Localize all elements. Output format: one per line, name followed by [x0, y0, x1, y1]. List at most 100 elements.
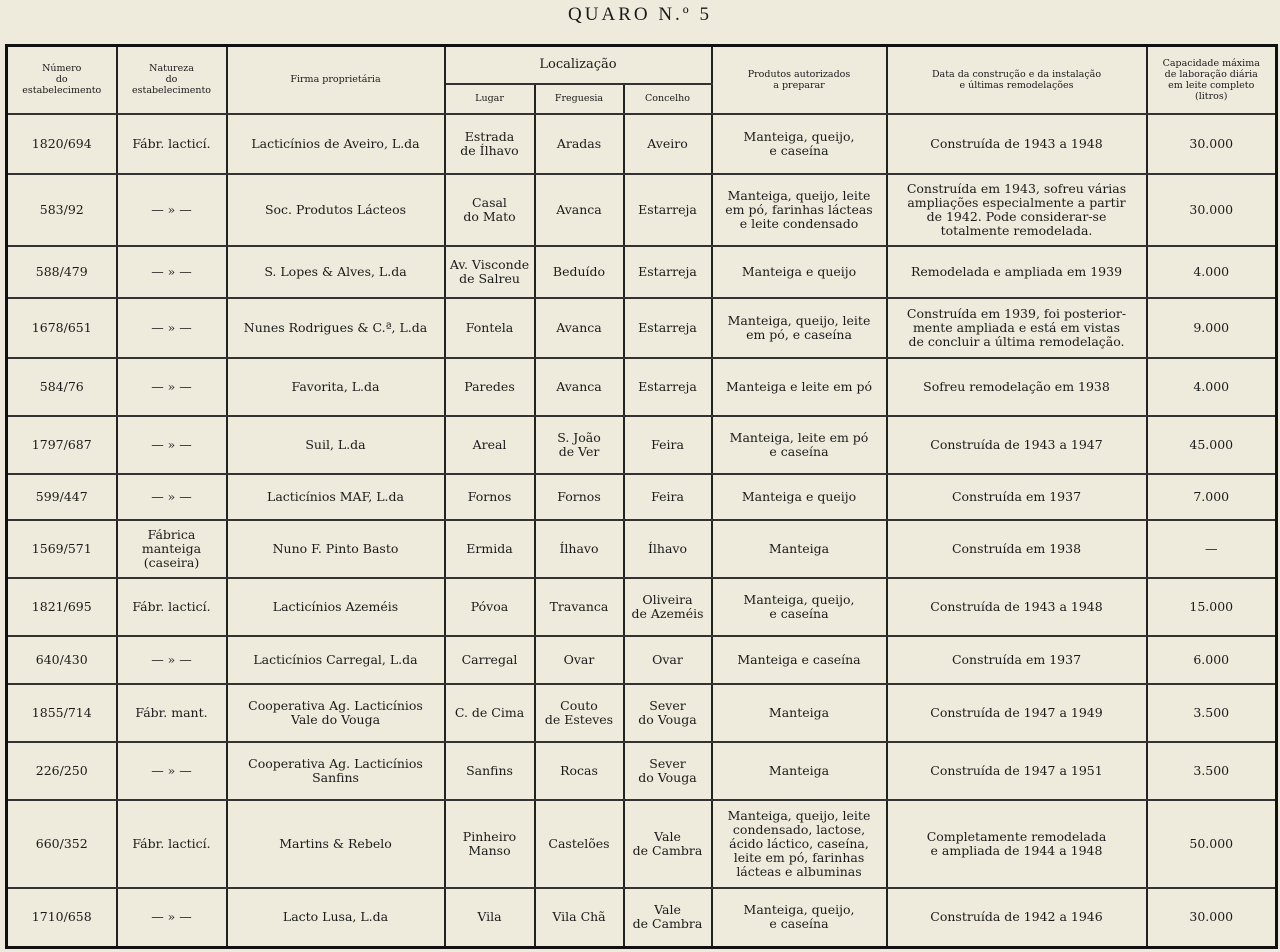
cell-produtos: Manteiga, queijo, leite condensado, lact… — [710, 798, 888, 889]
cell-data: Construída em 1938 — [885, 518, 1148, 579]
cell-natureza: — » — — [115, 472, 228, 521]
cell-capacidade: 4.000 — [1145, 356, 1278, 417]
cell-concelho: Aveiro — [622, 112, 713, 175]
table-row: 1855/714 Fábr. mant. Cooperativa Ag. Lacti… — [5, 682, 1278, 743]
cell-firma: Lacticínios Azeméis — [225, 576, 446, 637]
cell-firma: Cooperativa Ag. Lacticínios Vale do Voug… — [225, 682, 446, 743]
cell-data: Construída em 1937 — [885, 634, 1148, 685]
cell-firma: S. Lopes & Alves, L.da — [225, 244, 446, 299]
cell-numero: 1797/687 — [5, 414, 118, 475]
cell-lugar: Carregal — [443, 634, 536, 685]
cell-produtos: Manteiga e queijo — [710, 472, 888, 521]
cell-freguesia: Travanca — [533, 576, 625, 637]
cell-data: Construída de 1942 a 1946 — [885, 886, 1148, 949]
cell-data: Construída de 1947 a 1949 — [885, 682, 1148, 743]
cell-concelho: Vale de Cambra — [622, 798, 713, 889]
cell-firma: Favorita, L.da — [225, 356, 446, 417]
cell-capacidade: 3.500 — [1145, 682, 1278, 743]
cell-numero: 660/352 — [5, 798, 118, 889]
cell-firma: Soc. Produtos Lácteos — [225, 172, 446, 247]
table-row: 1797/687— » — Suil, L.da Areal S. João de V… — [5, 414, 1278, 475]
header-natureza: Natureza do estabelecimento — [115, 44, 228, 115]
cell-natureza: Fábr. lacticí. — [115, 112, 228, 175]
cell-lugar: Areal — [443, 414, 536, 475]
cell-lugar: Paredes — [443, 356, 536, 417]
header-capacidade: Capacidade máxima de laboração diária em… — [1145, 44, 1278, 115]
cell-freguesia: Aradas — [533, 112, 625, 175]
cell-natureza: — » — — [115, 356, 228, 417]
cell-produtos: Manteiga e caseína — [710, 634, 888, 685]
cell-natureza: — » — — [115, 244, 228, 299]
cell-freguesia: Beduído — [533, 244, 625, 299]
cell-concelho: Feira — [622, 472, 713, 521]
table-row: 1678/651— » — Nunes Rodrigues & C.ª, L.da… — [5, 296, 1278, 359]
cell-data: Remodelada e ampliada em 1939 — [885, 244, 1148, 299]
header-firma: Firma proprietária — [225, 44, 446, 115]
cell-firma: Martins & Rebelo — [225, 798, 446, 889]
cell-natureza: — » — — [115, 886, 228, 949]
cell-lugar: Av. Visconde de Salreu — [443, 244, 536, 299]
cell-lugar: Póvoa — [443, 576, 536, 637]
cell-natureza: — » — — [115, 296, 228, 359]
cell-firma: Lacto Lusa, L.da — [225, 886, 446, 949]
cell-numero: 1678/651 — [5, 296, 118, 359]
cell-freguesia: Castelões — [533, 798, 625, 889]
cell-data: Completamente remodelada e ampliada de 1… — [885, 798, 1148, 889]
cell-data: Sofreu remodelação em 1938 — [885, 356, 1148, 417]
cell-capacidade: 6.000 — [1145, 634, 1278, 685]
cell-concelho: Sever do Vouga — [622, 740, 713, 801]
table-row: 660/352 Fábr. lacticí. Martins & Rebelo Pin… — [5, 798, 1278, 889]
cell-data: Construída de 1943 a 1947 — [885, 414, 1148, 475]
table-row: 1569/571 Fábrica manteiga (caseira) Nuno F… — [5, 518, 1278, 579]
cell-numero: 640/430 — [5, 634, 118, 685]
table-title: QUARO N.º 5 — [568, 4, 712, 25]
cell-firma: Lacticínios Carregal, L.da — [225, 634, 446, 685]
cell-capacidade: 3.500 — [1145, 740, 1278, 801]
cell-capacidade: 30.000 — [1145, 112, 1278, 175]
cell-data: Construída de 1943 a 1948 — [885, 576, 1148, 637]
header-concelho: Concelho — [622, 82, 713, 115]
cell-produtos: Manteiga, queijo, leite em pó, e caseína — [710, 296, 888, 359]
cell-numero: 599/447 — [5, 472, 118, 521]
cell-natureza: Fábr. lacticí. — [115, 576, 228, 637]
cell-firma: Lacticínios MAF, L.da — [225, 472, 446, 521]
cell-produtos: Manteiga, leite em pó e caseína — [710, 414, 888, 475]
cell-concelho: Feira — [622, 414, 713, 475]
header-numero: Número do estabelecimento — [5, 44, 118, 115]
table-row: 599/447— » — Lacticínios MAF, L.da Fornos F… — [5, 472, 1278, 521]
cell-natureza: Fábr. mant. — [115, 682, 228, 743]
cell-numero: 1855/714 — [5, 682, 118, 743]
cell-firma: Lacticínios de Aveiro, L.da — [225, 112, 446, 175]
cell-natureza: — » — — [115, 414, 228, 475]
cell-produtos: Manteiga, queijo, e caseína — [710, 112, 888, 175]
cell-concelho: Vale de Cambra — [622, 886, 713, 949]
cell-freguesia: Avanca — [533, 172, 625, 247]
cell-lugar: Fontela — [443, 296, 536, 359]
cell-freguesia: Ovar — [533, 634, 625, 685]
table-row: 640/430— » — Lacticínios Carregal, L.da Ca… — [5, 634, 1278, 685]
cell-produtos: Manteiga — [710, 518, 888, 579]
cell-firma: Cooperativa Ag. Lacticínios Sanfins — [225, 740, 446, 801]
header-lugar: Lugar — [443, 82, 536, 115]
cell-numero: 1821/695 — [5, 576, 118, 637]
cell-freguesia: Avanca — [533, 356, 625, 417]
cell-capacidade: 9.000 — [1145, 296, 1278, 359]
cell-natureza: Fábr. lacticí. — [115, 798, 228, 889]
cell-natureza: — » — — [115, 740, 228, 801]
cell-produtos: Manteiga e queijo — [710, 244, 888, 299]
cell-lugar: Vila — [443, 886, 536, 949]
table-row: 1710/658— » — Lacto Lusa, L.da Vila Vila Ch… — [5, 886, 1278, 949]
cell-data: Construída em 1937 — [885, 472, 1148, 521]
cell-capacidade: 4.000 — [1145, 244, 1278, 299]
cell-numero: 1569/571 — [5, 518, 118, 579]
cell-capacidade: — — [1145, 518, 1278, 579]
cell-lugar: Sanfins — [443, 740, 536, 801]
table-row: 584/76— » — Favorita, L.da Paredes Avanca Es… — [5, 356, 1278, 417]
cell-firma: Nunes Rodrigues & C.ª, L.da — [225, 296, 446, 359]
cell-concelho: Estarreja — [622, 356, 713, 417]
cell-capacidade: 7.000 — [1145, 472, 1278, 521]
cell-lugar: C. de Cima — [443, 682, 536, 743]
cell-produtos: Manteiga — [710, 740, 888, 801]
cell-produtos: Manteiga e leite em pó — [710, 356, 888, 417]
establishments-table: Número do estabelecimento Natureza do es… — [5, 44, 1278, 949]
